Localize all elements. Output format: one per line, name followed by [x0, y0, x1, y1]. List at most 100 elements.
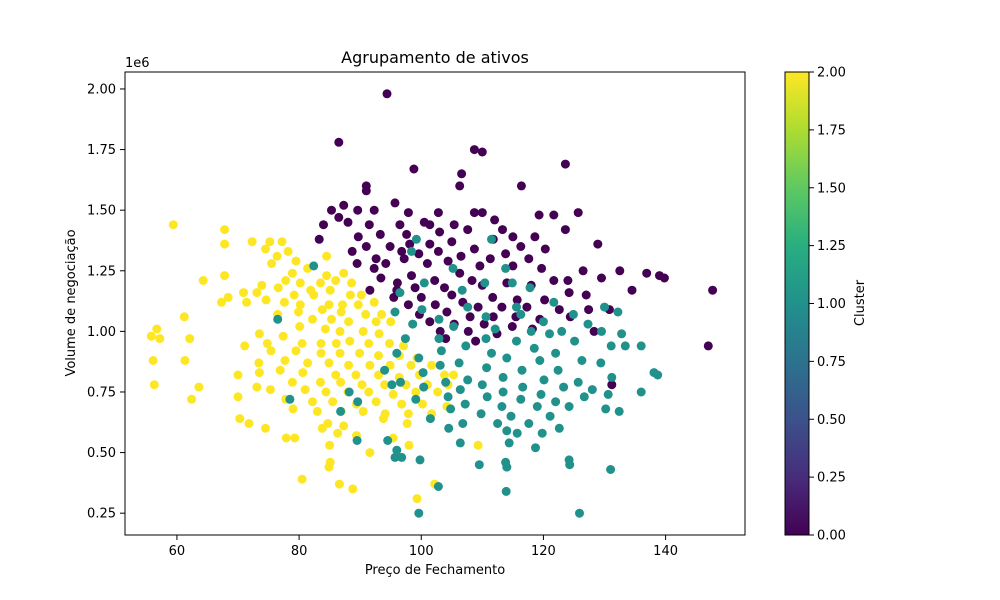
data-point: [455, 438, 465, 448]
data-point: [351, 370, 361, 380]
data-point: [361, 309, 371, 319]
data-point: [603, 389, 613, 399]
data-point: [529, 343, 539, 353]
data-point: [358, 326, 368, 336]
data-point: [501, 249, 511, 259]
data-point: [422, 259, 432, 268]
data-point: [526, 326, 536, 336]
data-point: [501, 486, 511, 496]
data-point: [403, 208, 413, 218]
data-point: [525, 283, 535, 293]
data-point: [316, 278, 325, 288]
data-point: [309, 261, 319, 271]
data-point: [447, 290, 457, 300]
data-point: [278, 331, 288, 341]
data-point: [275, 365, 285, 375]
data-point: [380, 380, 390, 390]
data-point: [427, 360, 437, 370]
data-point: [512, 428, 522, 438]
y-axis-label: Volume de negociação: [64, 229, 79, 376]
data-point: [405, 239, 415, 249]
data-point: [473, 440, 483, 450]
data-point: [508, 232, 518, 242]
data-point: [287, 268, 297, 278]
x-tick-label: 140: [653, 544, 678, 559]
data-point: [254, 329, 264, 339]
data-point: [386, 317, 396, 327]
data-point: [395, 220, 405, 230]
data-point: [345, 290, 355, 300]
data-point: [485, 254, 495, 264]
data-point: [358, 406, 368, 416]
data-point: [418, 368, 428, 378]
data-point: [347, 246, 357, 256]
data-point: [277, 237, 287, 247]
colorbar-tick-label: 2.00: [817, 66, 846, 81]
data-point: [471, 336, 481, 346]
data-point: [449, 370, 459, 380]
data-point: [517, 365, 527, 375]
data-point: [352, 436, 362, 445]
data-point: [435, 326, 445, 336]
scatter-points: [146, 89, 718, 518]
data-point: [549, 297, 559, 307]
data-point: [627, 285, 637, 295]
data-point: [409, 164, 419, 174]
data-point: [280, 356, 290, 365]
data-point: [659, 273, 669, 283]
data-point: [455, 268, 465, 278]
data-point: [403, 409, 413, 419]
data-point: [493, 419, 503, 428]
data-point: [353, 397, 363, 407]
data-point: [479, 319, 489, 329]
data-point: [498, 372, 508, 382]
data-point: [564, 402, 574, 411]
data-point: [449, 322, 459, 331]
data-point: [198, 276, 208, 285]
data-point: [473, 302, 483, 312]
data-point: [390, 452, 400, 462]
data-point: [425, 239, 435, 249]
data-point: [474, 460, 484, 470]
data-point: [435, 360, 445, 370]
data-point: [414, 249, 424, 259]
data-point: [335, 348, 345, 358]
data-point: [597, 326, 606, 336]
data-point: [374, 351, 383, 361]
y-tick-label: 0.75: [87, 385, 116, 400]
data-point: [287, 377, 297, 387]
data-point: [288, 404, 298, 414]
data-point: [440, 370, 449, 380]
data-point: [338, 300, 347, 310]
data-point: [636, 341, 646, 351]
data-point: [291, 256, 301, 266]
data-point: [319, 220, 328, 230]
data-point: [512, 336, 521, 346]
data-point: [447, 237, 457, 247]
data-point: [448, 263, 458, 273]
data-point: [458, 419, 468, 428]
data-point: [512, 302, 521, 312]
data-point: [516, 309, 526, 319]
data-point: [441, 377, 451, 387]
data-point: [549, 276, 559, 285]
data-point: [418, 399, 427, 409]
data-point: [703, 341, 713, 351]
data-point: [516, 394, 526, 404]
data-point: [583, 319, 593, 329]
data-point: [507, 278, 517, 288]
data-point: [385, 339, 394, 348]
data-point: [399, 341, 408, 351]
data-point: [444, 423, 454, 433]
data-point: [549, 210, 559, 220]
data-point: [331, 370, 341, 380]
data-point: [575, 508, 584, 518]
data-point: [295, 278, 305, 288]
data-point: [538, 317, 548, 327]
data-point: [406, 360, 416, 370]
data-point: [469, 208, 479, 218]
data-point: [435, 227, 445, 237]
data-point: [335, 326, 345, 336]
data-point: [476, 409, 486, 419]
data-point: [353, 205, 363, 215]
